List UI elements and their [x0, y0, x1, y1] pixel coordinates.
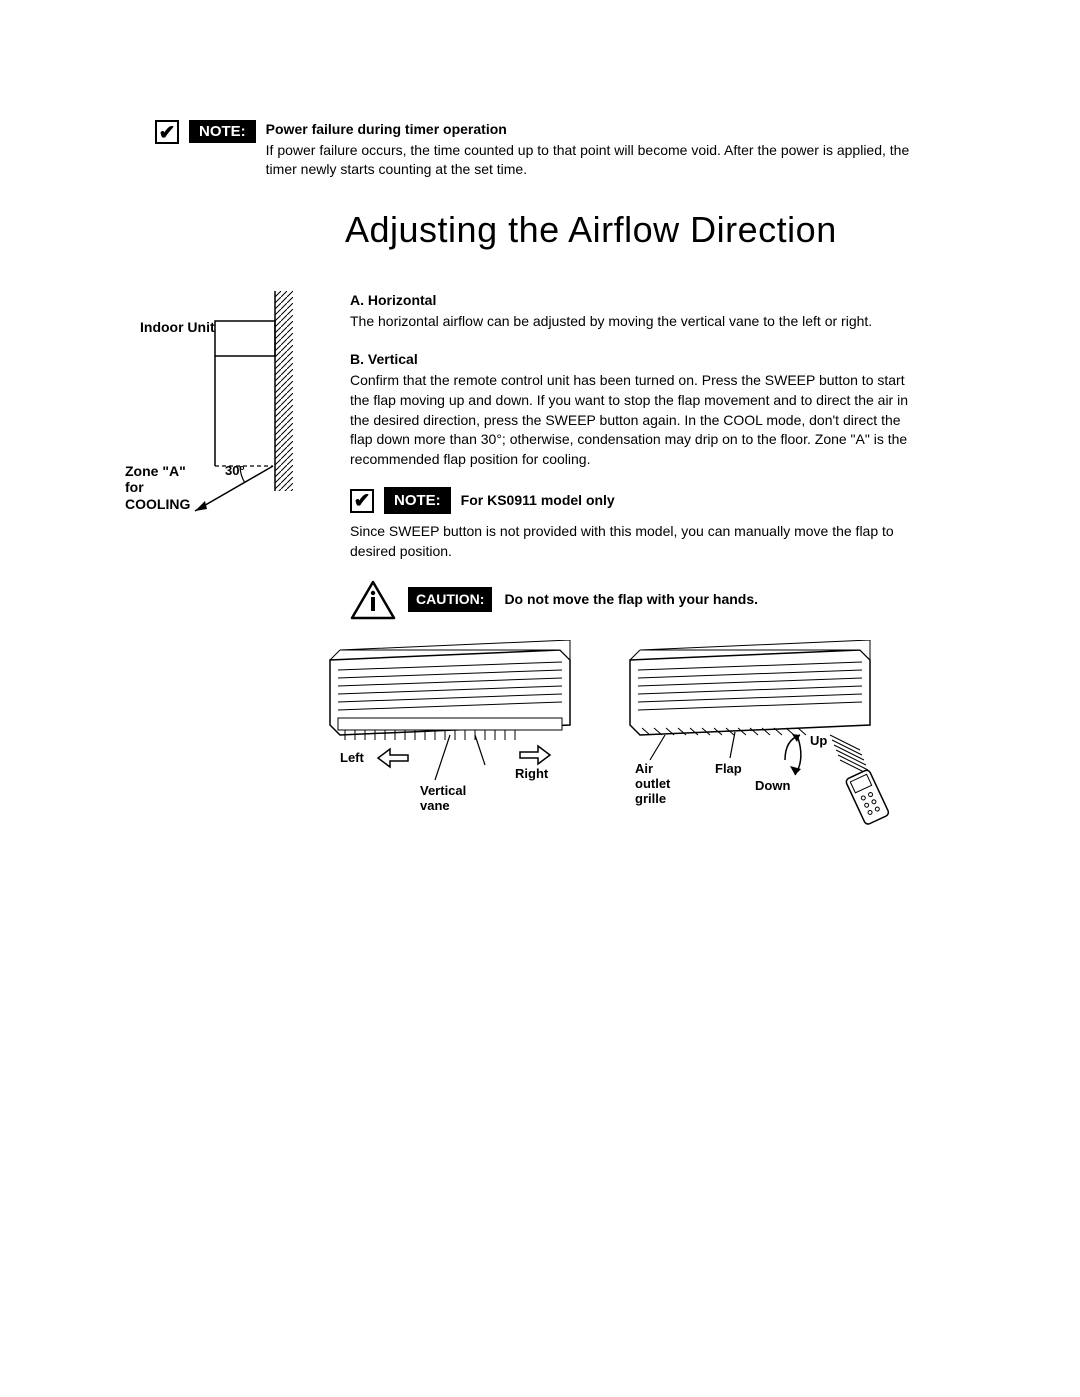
caution-text: Do not move the flap with your hands. [504, 590, 758, 610]
left-arrow-icon [378, 749, 408, 767]
unit-illustration-left: Left Right Vertical vane [320, 640, 580, 850]
section-a-head: A. Horizontal [350, 291, 925, 311]
section-b-head: B. Vertical [350, 350, 925, 370]
mid-note-body: Since SWEEP button is not provided with … [350, 522, 925, 561]
zone-label-3: COOLING [125, 496, 190, 513]
air-label-3: grille [635, 791, 666, 806]
zone-label-2: for [125, 479, 190, 496]
page-title: Adjusting the Airflow Direction [345, 209, 925, 251]
down-label: Down [755, 778, 790, 793]
section-a-body: The horizontal airflow can be adjusted b… [350, 312, 925, 332]
cooling-zone-diagram: Indoor Unit 30° Zone "A" for COOLING [155, 291, 330, 850]
caution-row: CAUTION: Do not move the flap with your … [350, 580, 925, 620]
note-label: NOTE: [189, 120, 256, 143]
illustrations-row: Left Right Vertical vane [320, 640, 925, 850]
check-icon: ✔ [350, 489, 374, 513]
right-label: Right [515, 766, 549, 781]
section-b-body: Confirm that the remote control unit has… [350, 371, 925, 469]
top-note-text: Power failure during timer operation If … [266, 120, 925, 179]
indoor-unit-label: Indoor Unit [140, 319, 215, 335]
air-label-2: outlet [635, 776, 671, 791]
vane-label-2: vane [420, 798, 450, 813]
left-label: Left [340, 750, 365, 765]
up-label: Up [810, 733, 827, 748]
check-icon: ✔ [155, 120, 179, 144]
note-label: NOTE: [384, 487, 451, 514]
vane-label-1: Vertical [420, 783, 466, 798]
right-arrow-icon [520, 746, 550, 764]
air-label-1: Air [635, 761, 653, 776]
top-note-row: ✔ NOTE: Power failure during timer opera… [155, 120, 925, 179]
flap-label: Flap [715, 761, 742, 776]
top-note-heading: Power failure during timer operation [266, 120, 925, 139]
mid-note-sub: For KS0911 model only [461, 491, 615, 511]
angle-label: 30° [225, 463, 245, 478]
top-note-body: If power failure occurs, the time counte… [266, 141, 925, 179]
warning-triangle-icon [350, 580, 396, 620]
caution-label: CAUTION: [408, 587, 492, 613]
unit-illustration-right: Air outlet grille Flap Up Down [620, 640, 900, 850]
mid-note-row: ✔ NOTE: For KS0911 model only [350, 487, 925, 514]
zone-label-1: Zone "A" [125, 463, 190, 480]
